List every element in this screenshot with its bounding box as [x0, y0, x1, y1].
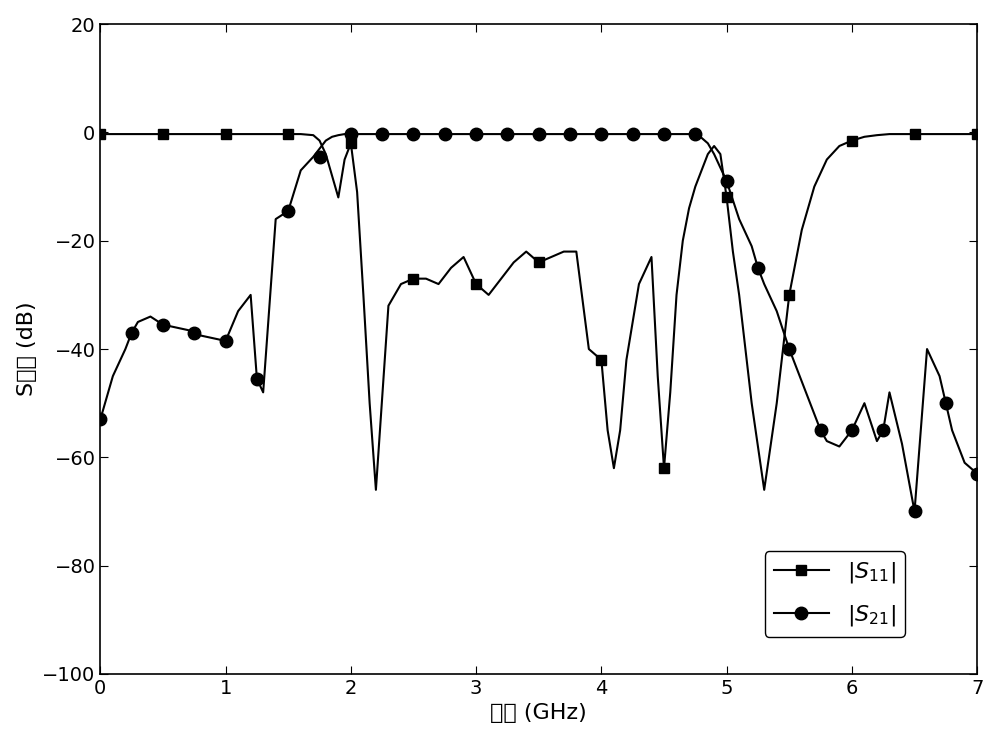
- Legend: $|S_{11}|$, $|S_{21}|$: $|S_{11}|$, $|S_{21}|$: [765, 551, 905, 637]
- X-axis label: 频率 (GHz): 频率 (GHz): [490, 703, 587, 723]
- Y-axis label: S参数 (dB): S参数 (dB): [17, 302, 37, 397]
